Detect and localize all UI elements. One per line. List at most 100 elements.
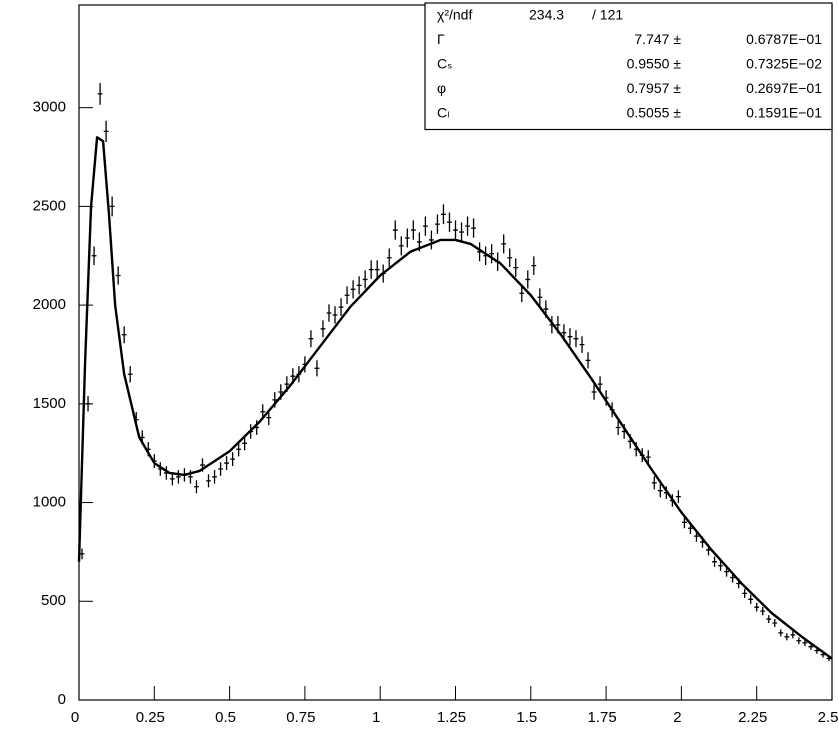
stats-label: Cₛ — [437, 56, 452, 72]
data-point — [651, 476, 657, 490]
stats-value: 234.3 — [529, 7, 564, 23]
data-point — [501, 234, 507, 254]
data-point — [362, 270, 368, 289]
y-tick-label: 0 — [58, 691, 66, 708]
data-point — [127, 366, 133, 383]
data-point — [392, 220, 398, 240]
stats-label: φ — [437, 80, 446, 96]
data-point — [459, 222, 464, 242]
data-point — [368, 260, 374, 279]
data-point — [465, 216, 470, 236]
data-point — [657, 484, 663, 498]
data-point — [525, 270, 531, 289]
data-point — [796, 637, 802, 645]
data-point — [236, 442, 242, 457]
x-tick-label: 1 — [372, 709, 380, 726]
data-point — [573, 330, 579, 348]
data-point — [766, 615, 772, 623]
stats-value: 0.5055 ± — [627, 105, 682, 121]
fit-curve — [77, 136, 833, 660]
stats-error: 0.1591E−01 — [746, 105, 822, 121]
data-point — [404, 228, 410, 248]
data-point — [441, 204, 446, 225]
stats-error: 0.2697E−01 — [746, 80, 822, 96]
data-point — [802, 639, 808, 647]
data-point — [537, 288, 543, 307]
data-point — [242, 436, 248, 451]
data-point — [453, 220, 458, 240]
data-point — [121, 326, 127, 344]
data-point — [772, 619, 778, 627]
x-tick-label: 1.5 — [516, 709, 537, 726]
stats-error: 0.6787E−01 — [746, 31, 822, 47]
data-point — [718, 560, 723, 571]
data-point — [531, 256, 537, 275]
y-tick-label: 1500 — [33, 395, 66, 412]
stats-value: 7.747 ± — [634, 31, 681, 47]
data-point — [356, 276, 362, 295]
data-point — [778, 629, 784, 637]
y-tick-label: 2500 — [33, 197, 66, 214]
data-point — [230, 452, 236, 467]
data-point — [338, 298, 344, 316]
data-point — [754, 602, 760, 612]
data-point — [374, 260, 380, 279]
data-point — [109, 196, 115, 217]
data-point — [682, 516, 687, 529]
data-point — [513, 258, 519, 277]
data-point — [422, 216, 428, 236]
data-point — [597, 376, 603, 392]
stats-box — [424, 2, 833, 131]
x-tick-label: 1.75 — [587, 709, 616, 726]
data-point — [591, 384, 597, 400]
stats-value: 0.7957 ± — [627, 80, 682, 96]
data-point — [218, 462, 223, 476]
data-point — [194, 480, 199, 494]
data-point — [85, 396, 91, 412]
data-point — [585, 352, 591, 369]
data-point — [615, 420, 621, 435]
data-point — [675, 490, 681, 503]
data-point — [489, 244, 495, 264]
stats-error: 0.7325E−02 — [746, 56, 822, 72]
stats-value: 0.9550 ± — [627, 56, 682, 72]
data-point — [435, 214, 440, 234]
data-point — [579, 336, 585, 353]
data-point — [748, 594, 754, 604]
data-point — [175, 470, 181, 484]
y-tick-label: 500 — [41, 592, 66, 609]
y-tick-label: 1000 — [33, 494, 66, 511]
data-point — [428, 230, 434, 250]
data-point — [91, 246, 97, 266]
stats-label: χ²/ndf — [437, 7, 472, 23]
data-point — [790, 631, 796, 639]
data-point — [212, 470, 217, 484]
data-point — [447, 212, 452, 232]
x-tick-label: 2 — [673, 709, 681, 726]
data-point — [398, 236, 404, 256]
data-point — [224, 456, 229, 470]
data-point — [784, 633, 790, 641]
data-point — [712, 556, 717, 567]
x-tick-label: 2.5 — [818, 709, 838, 726]
data-point — [326, 304, 332, 322]
data-point — [308, 330, 314, 348]
stats-error: / 121 — [592, 7, 623, 23]
data-point — [97, 82, 103, 105]
data-point — [507, 248, 513, 268]
y-tick-label: 2000 — [33, 296, 66, 313]
stats-label: Γ — [437, 31, 445, 47]
data-point — [645, 450, 651, 465]
x-tick-label: 0 — [71, 709, 79, 726]
data-point — [103, 120, 109, 143]
data-point — [115, 266, 121, 285]
data-point — [206, 474, 211, 488]
data-point — [344, 286, 350, 305]
data-point — [320, 320, 326, 338]
data-point — [350, 280, 356, 299]
data-point — [386, 248, 392, 268]
data-point — [332, 306, 338, 324]
stats-label: Cₗ — [437, 105, 449, 121]
